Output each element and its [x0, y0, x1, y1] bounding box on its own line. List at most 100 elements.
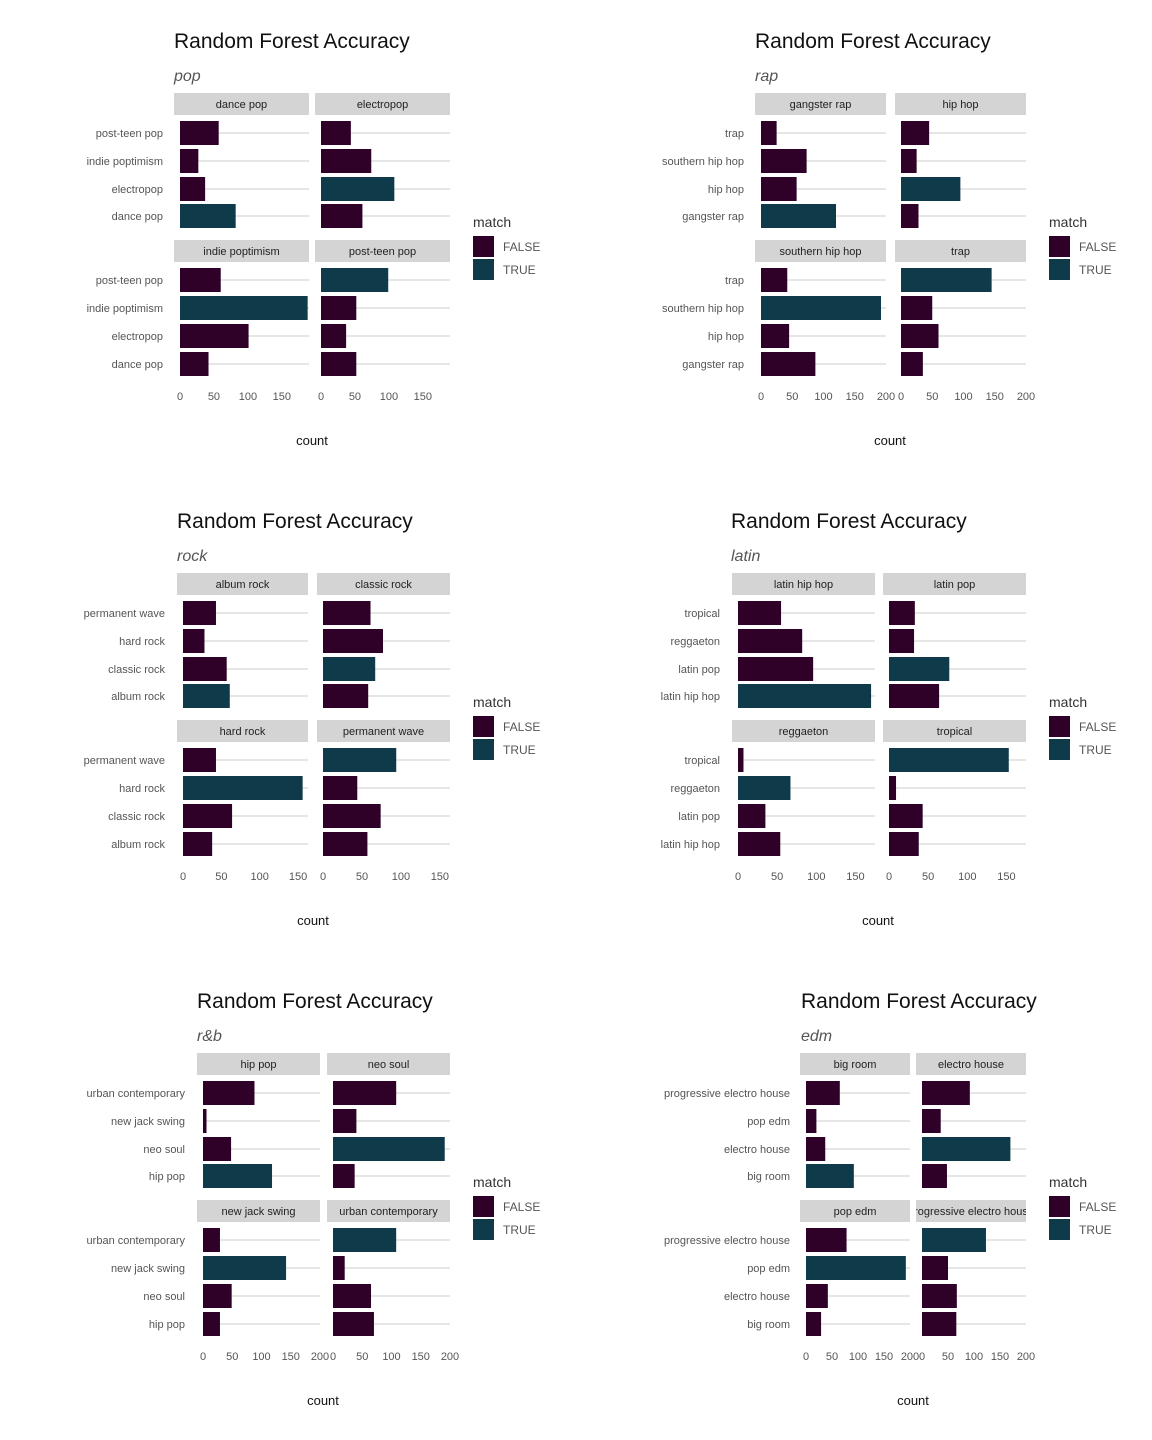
- bar: [901, 149, 917, 173]
- bar: [738, 601, 782, 625]
- legend-title: match: [1049, 214, 1087, 230]
- bar: [203, 1312, 220, 1336]
- x-tick-label: 100: [954, 391, 972, 403]
- x-axis-label: count: [297, 913, 329, 928]
- y-tick-label: urban contemporary: [87, 1235, 186, 1247]
- bar: [323, 601, 371, 625]
- legend-swatch: [473, 1196, 494, 1217]
- bar: [180, 352, 209, 376]
- x-axis-label: count: [897, 1393, 929, 1408]
- bar: [761, 352, 816, 376]
- y-tick-label: latin pop: [678, 811, 720, 823]
- bar: [321, 121, 351, 145]
- bar: [806, 1137, 826, 1161]
- bar: [889, 748, 1009, 772]
- bar: [203, 1256, 287, 1280]
- y-tick-label: post-teen pop: [96, 275, 163, 287]
- x-tick-label: 50: [826, 1351, 838, 1363]
- legend: match FALSE TRUE: [473, 1174, 540, 1240]
- bar: [183, 684, 230, 708]
- bar: [901, 177, 961, 201]
- legend-title: match: [1049, 1174, 1087, 1190]
- y-tick-label: electropop: [112, 331, 163, 343]
- bar: [180, 268, 221, 292]
- bar: [922, 1081, 970, 1105]
- y-tick-label: urban contemporary: [87, 1088, 186, 1100]
- y-tick-label: tropical: [685, 755, 720, 767]
- legend-swatch: [1049, 1219, 1070, 1240]
- bar: [333, 1081, 397, 1105]
- chart-pop: Random Forest Accuracy pop post-teen pop in…: [87, 30, 541, 448]
- bar: [333, 1284, 372, 1308]
- y-tick-label: pop edm: [747, 1116, 790, 1128]
- chart-r-b: Random Forest Accuracy r&b urban contempor…: [87, 990, 541, 1408]
- y-tick-label: indie poptimism: [87, 156, 163, 168]
- panel-post-teen-pop: post-teen pop: [315, 240, 450, 376]
- legend-title: match: [1049, 694, 1087, 710]
- x-tick-label: 150: [414, 391, 432, 403]
- bar: [738, 804, 766, 828]
- legend-title: match: [473, 214, 511, 230]
- bar: [203, 1164, 273, 1188]
- panel-hip-hop: hip hop: [895, 93, 1026, 228]
- x-tick-label: 50: [356, 1351, 368, 1363]
- bar: [761, 204, 836, 228]
- panel-strip-label: trap: [951, 246, 970, 258]
- bar: [889, 601, 915, 625]
- y-tick-label: electro house: [724, 1144, 790, 1156]
- legend-label: TRUE: [1079, 263, 1112, 277]
- panel-indie-poptimism: indie poptimism: [174, 240, 309, 376]
- bar: [203, 1081, 255, 1105]
- panel-strip-label: album rock: [216, 579, 270, 591]
- bar: [901, 121, 930, 145]
- x-tick-label: 200: [1017, 1351, 1035, 1363]
- x-tick-label: 100: [251, 871, 269, 883]
- x-tick-label: 50: [926, 391, 938, 403]
- chart-rap: Random Forest Accuracy rap trap southern hi…: [662, 30, 1116, 448]
- x-tick-label: 100: [814, 391, 832, 403]
- panel-strip: [732, 573, 875, 595]
- bar: [738, 657, 814, 681]
- bar: [203, 1137, 232, 1161]
- y-tick-label: album rock: [111, 691, 165, 703]
- y-tick-label: hard rock: [119, 783, 165, 795]
- legend-label: FALSE: [503, 240, 540, 254]
- panel-hip-pop: hip pop: [197, 1053, 320, 1188]
- x-tick-label: 0: [200, 1351, 206, 1363]
- y-tick-label: hip pop: [149, 1319, 185, 1331]
- bar: [806, 1312, 822, 1336]
- legend-title: match: [473, 694, 511, 710]
- x-tick-label: 150: [412, 1351, 430, 1363]
- x-tick-label: 0: [318, 391, 324, 403]
- y-tick-label: new jack swing: [111, 1116, 185, 1128]
- panel-trap: trap: [895, 240, 1026, 376]
- legend-label: TRUE: [503, 1223, 536, 1237]
- panel-strip: [895, 240, 1026, 262]
- panel-latin-hip-hop: latin hip hop: [732, 573, 875, 708]
- panel-progressive-electro-house: progressive electro house: [916, 1200, 1026, 1336]
- legend-swatch: [1049, 716, 1070, 737]
- panel-latin-pop: latin pop: [883, 573, 1026, 708]
- panel-pop-edm: pop edm: [800, 1200, 910, 1336]
- panel-strip: [755, 240, 886, 262]
- bar: [889, 804, 923, 828]
- bar: [889, 684, 940, 708]
- panel-neo-soul: neo soul: [327, 1053, 450, 1188]
- legend-label: TRUE: [1079, 1223, 1112, 1237]
- y-tick-label: progressive electro house: [664, 1088, 790, 1100]
- bar: [183, 804, 233, 828]
- bar: [889, 657, 950, 681]
- bar: [333, 1228, 397, 1252]
- panel-reggaeton: reggaeton: [732, 720, 875, 856]
- bar: [183, 657, 227, 681]
- legend-label: TRUE: [503, 263, 536, 277]
- legend-label: FALSE: [1079, 1200, 1116, 1214]
- x-tick-label: 50: [356, 871, 368, 883]
- bar: [323, 629, 383, 653]
- y-tick-label: tropical: [685, 608, 720, 620]
- bar: [738, 629, 803, 653]
- panel-strip: [883, 720, 1026, 742]
- chart-subtitle: rock: [177, 548, 208, 565]
- panel-strip: [197, 1200, 320, 1222]
- bar: [922, 1312, 957, 1336]
